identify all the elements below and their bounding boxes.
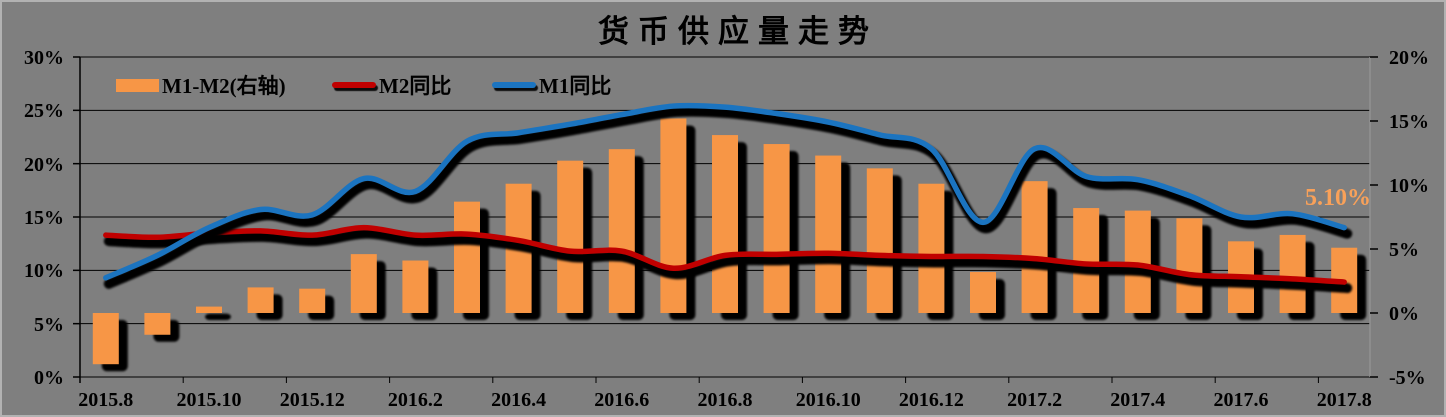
x-axis-label: 2015.10 [176, 389, 242, 411]
x-axis-label: 2016.4 [491, 389, 547, 411]
legend-label: M1同比 [539, 74, 612, 98]
y-axis-label-left: 30% [24, 47, 64, 69]
y-axis-label-left: 5% [34, 313, 64, 336]
y-axis-label-left: 20% [24, 153, 64, 176]
x-axis-label: 2016.10 [795, 389, 861, 411]
y-axis-label-left: 0% [34, 367, 64, 389]
bar [1021, 181, 1048, 313]
bar [918, 183, 945, 313]
y-axis-label-left: 25% [24, 100, 64, 123]
bar [247, 287, 274, 313]
x-axis-label: 2015.8 [78, 389, 134, 411]
y-axis-label-right: 10% [1389, 175, 1429, 197]
m1-line-shadow [103, 106, 1353, 289]
m1-line [103, 102, 1347, 281]
bar [402, 260, 429, 313]
m2-line [103, 224, 1347, 285]
y-axis-label-left: 15% [24, 207, 64, 229]
bar [866, 168, 893, 313]
legend-item-m2: M2同比 [332, 72, 451, 98]
x-axis-label: 2017.8 [1316, 389, 1372, 411]
y-axis-label-left: 10% [24, 260, 64, 283]
bar [1279, 234, 1306, 313]
legend-item-m1: M1同比 [492, 72, 611, 98]
bar [1176, 218, 1203, 313]
bar [970, 272, 996, 313]
y-axis-label-right: -5% [1389, 367, 1426, 389]
bar [608, 149, 635, 313]
x-axis-label: 2017.6 [1213, 389, 1269, 411]
line-swatch-icon [332, 82, 376, 88]
bars [92, 118, 1358, 365]
bar [144, 313, 171, 335]
x-axis-label: 2016.12 [898, 389, 964, 411]
y-axis-label-right: 20% [1389, 47, 1429, 69]
legend: M1-M2(右轴) M2同比 M1同比 [2, 72, 1444, 98]
bar [299, 288, 326, 313]
last-value-annotation: 5.10% [1305, 185, 1371, 211]
y-axis-label-right: 0% [1389, 303, 1419, 325]
x-axis-label: 2016.2 [387, 389, 443, 411]
chart-title: 货币供应量走势 [598, 14, 878, 49]
x-axis-label: 2016.6 [594, 389, 650, 411]
legend-item-m1-m2: M1-M2(右轴) [116, 72, 286, 98]
legend-label: M1-M2(右轴) [162, 74, 286, 98]
bar-shadow [205, 313, 231, 320]
y-axis-label-right: 5% [1389, 239, 1419, 261]
bar [660, 118, 687, 313]
line-swatch-icon [492, 82, 536, 88]
bar [92, 313, 119, 365]
bar [712, 135, 738, 313]
y-axis-label-right: 15% [1389, 111, 1429, 133]
bar [196, 306, 222, 313]
legend-label: M2同比 [379, 74, 452, 98]
bar [815, 155, 842, 313]
bar-swatch-icon [116, 78, 159, 92]
bar [763, 144, 790, 313]
m2-line-shadow [103, 228, 1353, 294]
bar [350, 254, 377, 313]
bar [557, 160, 584, 313]
x-axis-label: 2015.12 [279, 389, 345, 411]
x-axis-label: 2017.4 [1110, 389, 1166, 411]
x-axis-label: 2016.8 [697, 389, 753, 411]
x-axis-label: 2017.2 [1007, 389, 1063, 411]
bar [454, 201, 480, 313]
